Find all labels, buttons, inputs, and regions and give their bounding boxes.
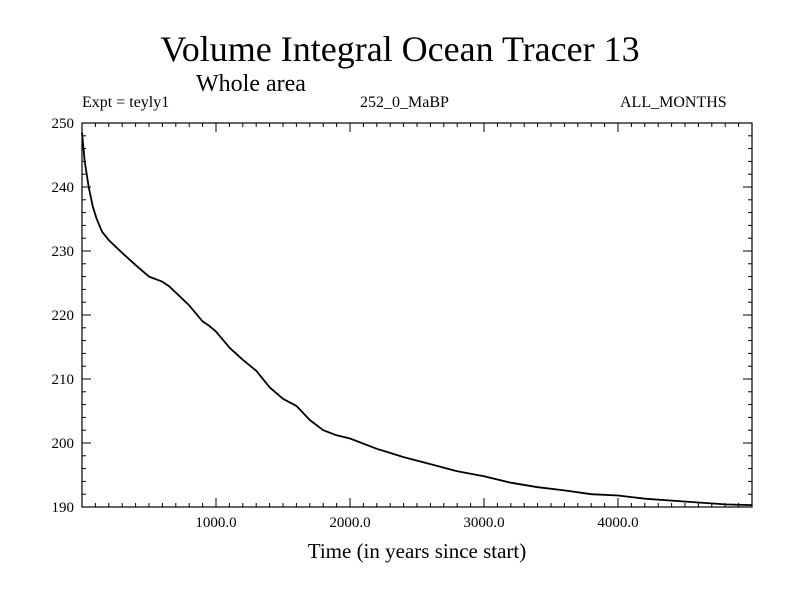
x-tick-label: 1000.0 [195,515,236,531]
chart-title: Volume Integral Ocean Tracer 13 [160,29,640,69]
x-axis-label: Time (in years since start) [308,539,527,563]
series-line [81,132,753,506]
y-tick-label: 250 [52,116,75,132]
months-annotation: ALL_MONTHS [620,94,727,111]
y-tick-label: 200 [52,436,75,452]
plot-frame [81,122,753,508]
x-tick-label: 3000.0 [463,515,504,531]
y-tick-label: 240 [52,180,75,196]
y-tick-label: 230 [52,244,75,260]
experiment-annotation: Expt = teyly1 [82,94,170,111]
x-tick-label: 4000.0 [597,515,638,531]
period-annotation: 252_0_MaBP [360,94,449,111]
x-tick-label: 2000.0 [329,515,370,531]
y-tick-label: 220 [52,308,75,324]
axis-ticks: 1000.0 2000.0 3000.0 4000.0 190 200 210 220 230 2… [52,116,752,531]
y-tick-label: 190 [52,500,75,516]
series-group [81,132,753,506]
chart-subtitle: Whole area [196,71,306,97]
y-tick-label: 210 [52,372,75,388]
